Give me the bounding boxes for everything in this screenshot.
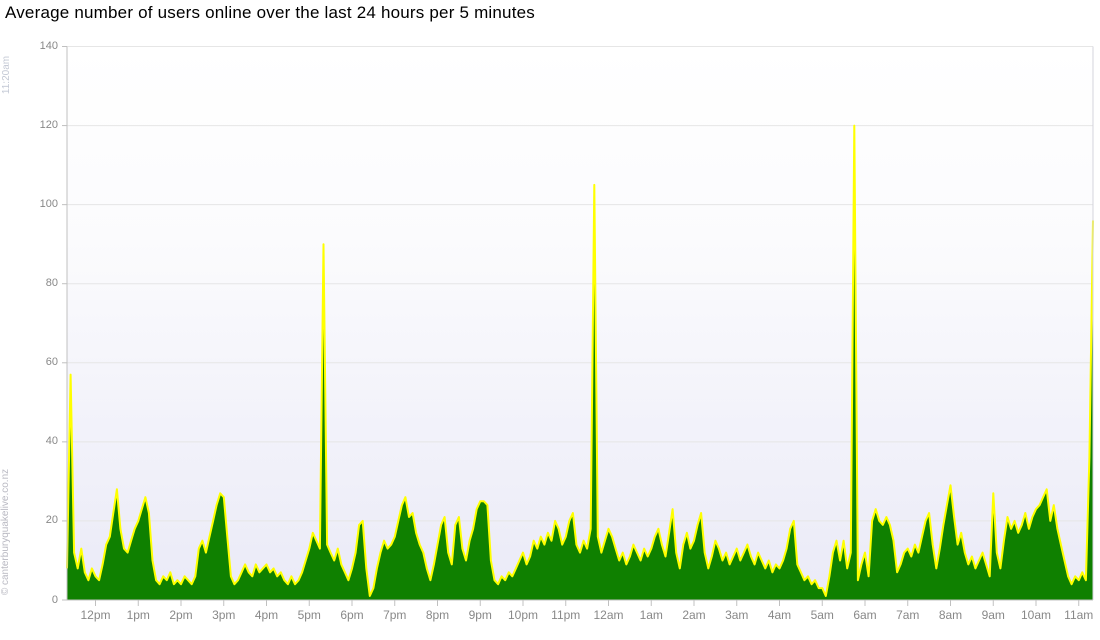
y-axis-label: 60 xyxy=(45,356,58,369)
y-axis-label: 80 xyxy=(45,277,58,290)
x-axis-label: 11pm xyxy=(551,608,581,622)
x-axis-label: 3pm xyxy=(212,608,236,622)
x-axis-label: 10am xyxy=(1020,608,1052,622)
plot-area xyxy=(67,46,1093,600)
x-axis-label: 1am xyxy=(639,608,663,622)
y-axis-label: 120 xyxy=(39,119,58,132)
y-axis-label: 0 xyxy=(51,593,58,606)
x-axis-label: 12am xyxy=(593,608,624,622)
x-axis-label: 1pm xyxy=(126,608,150,622)
x-axis-label: 3am xyxy=(725,608,749,622)
x-axis-label: 6pm xyxy=(340,608,364,622)
x-axis-label: 5pm xyxy=(297,608,321,622)
x-axis-label: 9pm xyxy=(468,608,492,622)
x-axis-label: 8am xyxy=(938,608,963,622)
y-axis-label: 100 xyxy=(39,198,58,211)
x-axis-label: 2am xyxy=(682,608,706,622)
x-axis-label: 7am xyxy=(896,608,920,622)
x-axis-label: 5am xyxy=(810,608,834,622)
y-axis-label: 40 xyxy=(45,435,58,448)
y-axis-label: 20 xyxy=(45,514,58,527)
x-axis-label: 11am xyxy=(1064,608,1094,622)
area-series-line xyxy=(66,124,1094,597)
x-axis-label: 4am xyxy=(767,608,792,622)
y-axis-label: 140 xyxy=(39,40,58,52)
x-axis-label: 4pm xyxy=(254,608,279,622)
x-axis-label: 8pm xyxy=(425,608,450,622)
x-axis-label: 7pm xyxy=(383,608,407,622)
x-axis-label: 9am xyxy=(981,608,1005,622)
x-axis-label: 6am xyxy=(853,608,877,622)
x-axis-label: 2pm xyxy=(169,608,193,622)
x-axis-label: 10pm xyxy=(507,608,539,622)
chart-title: Average number of users online over the … xyxy=(5,3,535,22)
x-axis-label: 12pm xyxy=(80,608,111,622)
